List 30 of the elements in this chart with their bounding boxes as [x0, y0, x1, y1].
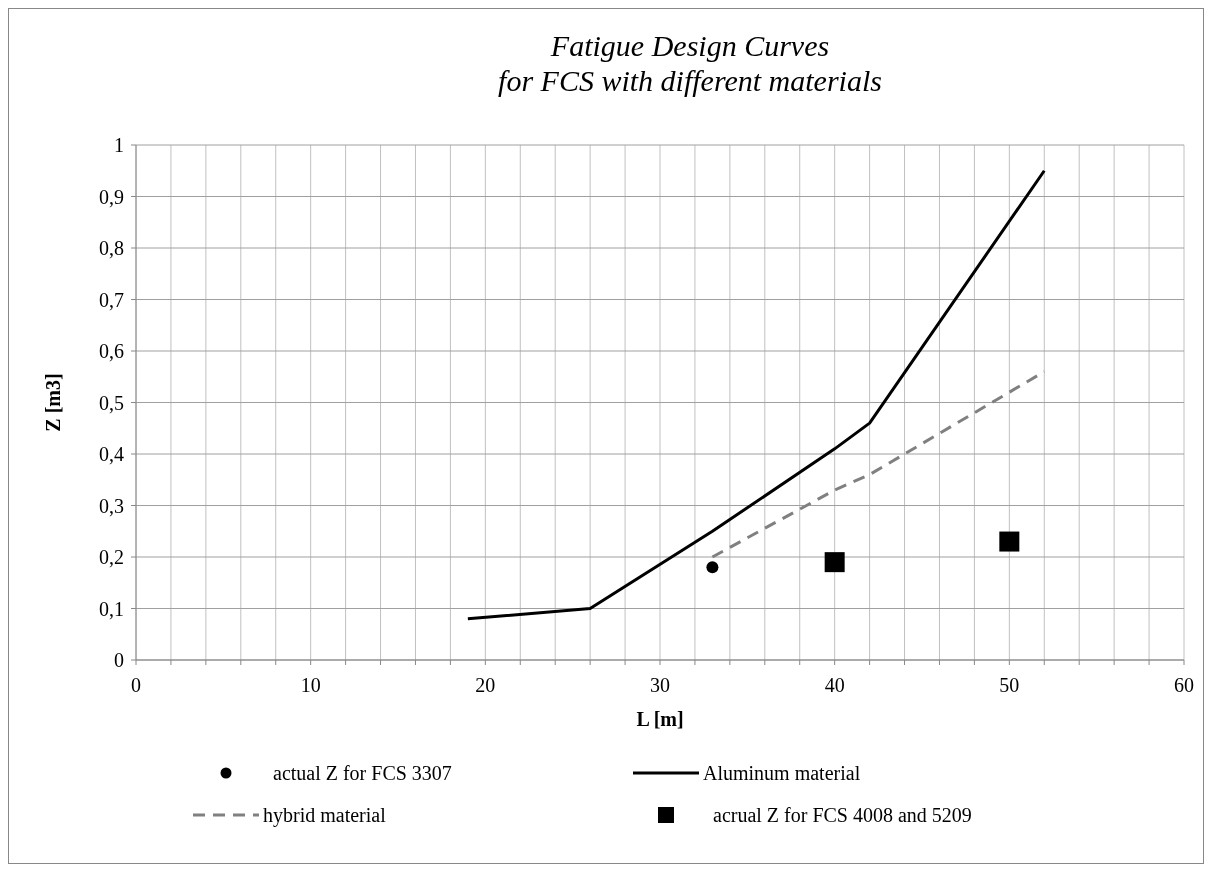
point — [824, 552, 845, 573]
y-tick-label: 0,8 — [99, 237, 124, 259]
y-tick-label: 0 — [114, 649, 124, 671]
y-tick-label: 0,6 — [99, 340, 124, 362]
y-tick-label: 0,1 — [99, 597, 124, 620]
x-axis-title: L [m] — [636, 708, 684, 730]
y-tick-label: 0,5 — [99, 391, 124, 414]
y-tick-label: 1 — [114, 134, 124, 156]
point — [706, 561, 719, 574]
y-tick-label: 0,7 — [99, 288, 124, 311]
legend-label: actual Z for FCS 3307 — [273, 762, 452, 784]
x-tick-label: 10 — [300, 674, 321, 696]
x-tick-label: 40 — [824, 674, 845, 696]
x-tick-label: 20 — [475, 674, 496, 696]
x-tick-label: 0 — [131, 674, 141, 696]
y-tick-label: 0,2 — [99, 546, 124, 568]
y-tick-label: 0,3 — [99, 494, 124, 517]
x-tick-label: 60 — [1174, 674, 1194, 696]
line-series — [710, 370, 1046, 559]
line-series — [466, 169, 1046, 621]
legend-label: hybrid material — [263, 804, 387, 827]
y-tick-label: 0,9 — [99, 185, 124, 208]
legend-label: Aluminum material — [703, 762, 861, 784]
x-tick-label: 50 — [999, 674, 1020, 696]
y-axis-title: Z [m3] — [42, 373, 64, 432]
y-tick-label: 0,4 — [99, 443, 124, 465]
x-tick-label: 30 — [650, 674, 670, 696]
point — [999, 531, 1020, 552]
chart-title: Fatigue Design Curves for FCS with different materials — [498, 29, 882, 97]
legend-label: acrual Z for FCS 4008 and 5209 — [713, 804, 972, 826]
